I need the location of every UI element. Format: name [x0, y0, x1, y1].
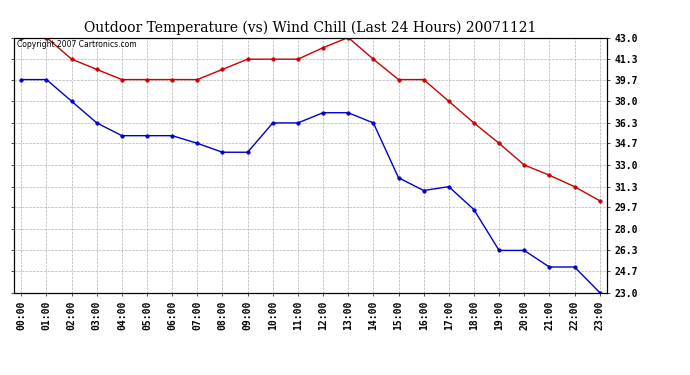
Text: Copyright 2007 Cartronics.com: Copyright 2007 Cartronics.com [17, 40, 137, 49]
Title: Outdoor Temperature (vs) Wind Chill (Last 24 Hours) 20071121: Outdoor Temperature (vs) Wind Chill (Las… [84, 21, 537, 35]
